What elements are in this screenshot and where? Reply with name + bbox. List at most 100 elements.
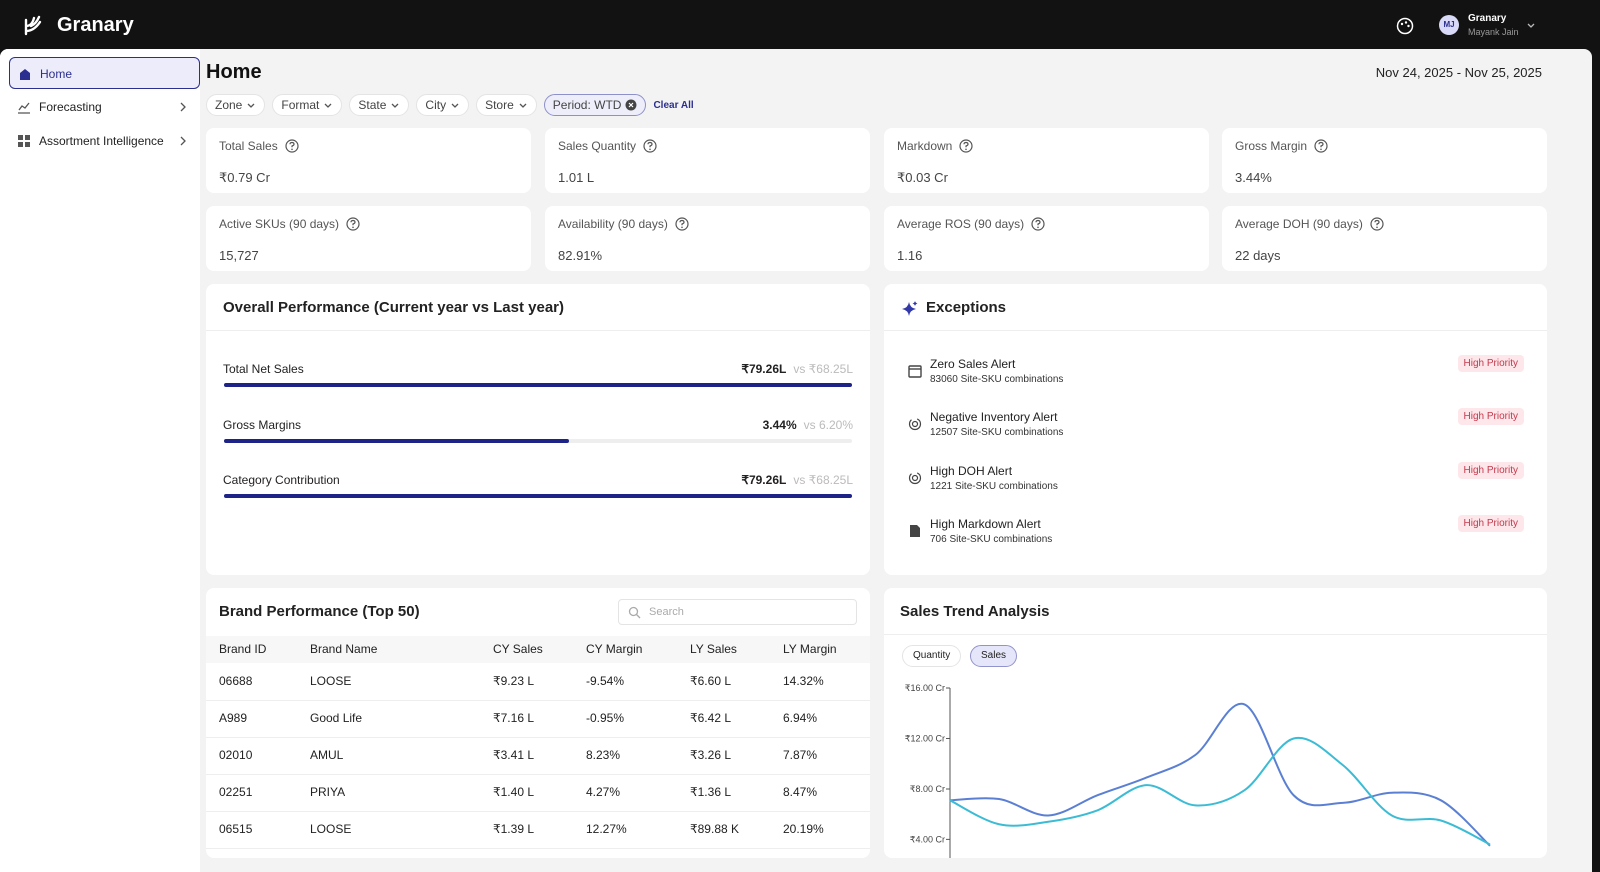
divider (884, 330, 1547, 331)
search-placeholder: Search (649, 606, 684, 618)
table-cell: A989 (219, 711, 248, 725)
period-chip[interactable]: Period: WTD (543, 94, 647, 116)
table-cell: 06515 (219, 822, 253, 836)
alert-title: Zero Sales Alert (930, 357, 1016, 371)
avatar[interactable]: MJ (1439, 15, 1459, 35)
kpi-label: Average DOH (90 days) (1235, 217, 1384, 231)
help-icon (1370, 217, 1384, 231)
column-header: Brand ID (219, 642, 267, 656)
table-cell: ₹89.88 K (690, 822, 740, 836)
filter-chip[interactable]: Zone (206, 94, 266, 116)
metric-values: ₹79.26L vs ₹68.25L (741, 362, 853, 376)
progress-track (224, 383, 852, 387)
brand-card: Brand Performance (Top 50) Search Brand ID… (206, 588, 870, 858)
table-cell: 02251 (219, 785, 253, 799)
filter-chip[interactable]: Format (272, 94, 343, 116)
table-cell: 4.27% (586, 785, 621, 799)
filter-label: City (425, 98, 447, 112)
kpi-label-text: Availability (90 days) (558, 217, 668, 231)
table-cell: 02010 (219, 748, 253, 762)
table-cell: ₹7.16 L (493, 711, 534, 725)
kpi-label: Sales Quantity (558, 139, 657, 153)
toggle-button[interactable]: Quantity (902, 645, 962, 667)
table-cell: ₹1.36 L (690, 785, 731, 799)
nav-label: Forecasting (39, 100, 102, 114)
nav-label: Home (40, 67, 73, 81)
filter-chevron (519, 103, 527, 108)
filter-chip[interactable]: City (416, 94, 470, 116)
table-cell: ₹3.26 L (690, 748, 731, 762)
nav-item[interactable]: Forecasting (9, 91, 200, 123)
table-cell: 8.23% (586, 748, 621, 762)
kpi-value: 3.44% (1235, 170, 1272, 185)
toggle-button[interactable]: Sales (970, 645, 1018, 667)
kpi-card: Availability (90 days) 82.91% (545, 206, 870, 271)
nav-chevron (180, 136, 186, 146)
kpi-label: Active SKUs (90 days) (219, 217, 360, 231)
previous-value: vs 6.20% (803, 417, 853, 432)
progress-track (224, 438, 852, 443)
filter-chevron (324, 103, 332, 108)
y-tick-label: ₹8.00 Cr (910, 784, 945, 794)
row-divider (206, 848, 870, 849)
column-header: CY Sales (493, 642, 543, 656)
table-cell: LOOSE (310, 822, 352, 836)
y-tick-label: ₹12.00 Cr (905, 733, 945, 743)
help-icon (285, 139, 299, 153)
filter-label: Zone (215, 98, 243, 112)
kpi-label-text: Average ROS (90 days) (897, 217, 1025, 231)
current-value: ₹79.26L (741, 473, 787, 487)
exceptions-card: Exceptions Zero Sales Alert 83060 Site-SKU… (884, 284, 1547, 575)
kpi-label-text: Markdown (897, 139, 953, 153)
kpi-label-text: Sales Quantity (558, 139, 637, 153)
table-cell: ₹1.39 L (493, 822, 534, 836)
kpi-label: Total Sales (219, 139, 299, 153)
org-name: Granary (1468, 13, 1507, 24)
alert-detail: 706 Site-SKU combinations (930, 533, 1053, 545)
card-title: Exceptions (926, 299, 1007, 316)
table-cell: ₹1.40 L (493, 785, 534, 799)
alert-detail: 83060 Site-SKU combinations (930, 374, 1064, 385)
alert-icon (908, 418, 922, 431)
row-divider (206, 737, 870, 738)
kpi-label: Availability (90 days) (558, 217, 689, 231)
table-cell: -9.54% (586, 674, 625, 688)
alert-detail: 1221 Site-SKU combinations (930, 480, 1058, 492)
kpi-value: 1.16 (897, 248, 923, 263)
help-icon (959, 139, 973, 153)
kpi-label: Average ROS (90 days) (897, 217, 1045, 231)
table-cell: LOOSE (310, 674, 352, 688)
divider (884, 634, 1547, 635)
kpi-value: ₹0.79 Cr (219, 170, 270, 185)
help-icon (643, 139, 657, 153)
search-box[interactable]: Search (618, 599, 857, 625)
priority-badge: High Priority (1457, 514, 1524, 532)
filter-chip[interactable]: Store (476, 94, 537, 116)
table-cell: 06688 (219, 674, 253, 688)
table-cell: Good Life (310, 711, 363, 725)
clear-all[interactable]: Clear All (653, 99, 694, 111)
filter-bar: Zone Format State City Store Period: WTD Clear… (206, 94, 694, 116)
column-header: CY Margin (586, 642, 643, 656)
filter-chip[interactable]: State (349, 94, 410, 116)
filter-label: Store (485, 98, 514, 112)
table-cell: AMUL (310, 748, 344, 762)
nav-icon (18, 102, 30, 114)
logo-icon (24, 15, 42, 36)
kpi-label: Markdown (897, 139, 973, 153)
help-icon (1031, 217, 1045, 231)
date-range[interactable]: Nov 24, 2025 - Nov 25, 2025 (1375, 65, 1542, 80)
user-name: Mayank Jain (1468, 27, 1519, 37)
table-cell: PRIYA (310, 785, 346, 799)
nav-item[interactable]: Assortment Intelligence (9, 125, 200, 157)
kpi-card: Average ROS (90 days) 1.16 (884, 206, 1209, 271)
nav-icon (18, 135, 30, 147)
filter-chevron (247, 103, 255, 108)
sales-trend-card: Sales Trend Analysis Quantity Sales ₹4.00 C… (884, 588, 1547, 858)
nav-item[interactable]: Home (9, 57, 200, 89)
metric-values: 3.44% vs 6.20% (763, 418, 853, 432)
card-title: Sales Trend Analysis (900, 603, 1050, 620)
y-tick-label: ₹16.00 Cr (905, 683, 945, 693)
clear-period-icon (625, 99, 637, 111)
column-header: LY Margin (783, 642, 837, 656)
